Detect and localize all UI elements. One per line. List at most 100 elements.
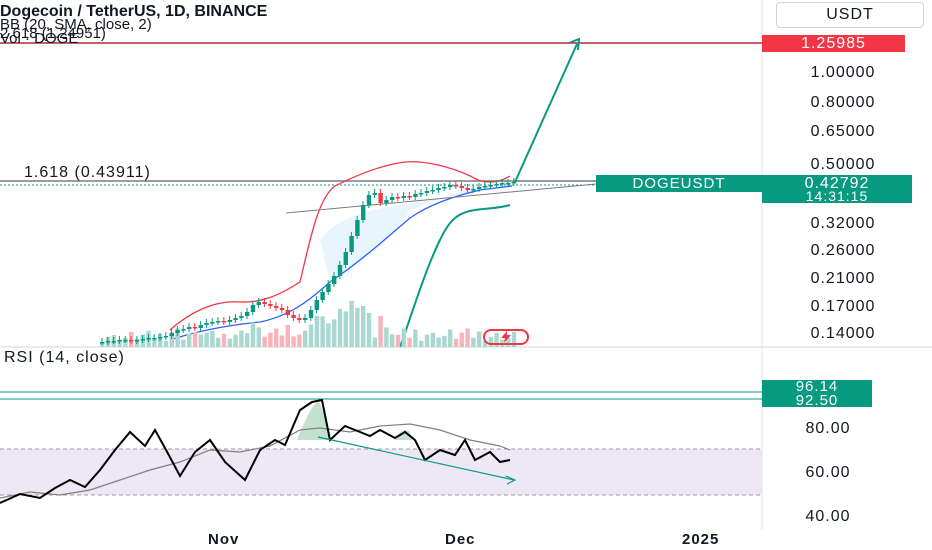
candle-body[interactable] xyxy=(204,323,209,325)
candle-body[interactable] xyxy=(297,318,302,320)
candle-body[interactable] xyxy=(419,193,424,195)
candle-body[interactable] xyxy=(471,189,476,191)
candle-body[interactable] xyxy=(506,183,511,185)
fib-1618-label[interactable]: 1.618 (0.43911) xyxy=(24,164,151,181)
candle-body[interactable] xyxy=(401,196,406,198)
candle-body[interactable] xyxy=(355,220,360,236)
volume-bar xyxy=(233,334,238,347)
candle-body[interactable] xyxy=(372,193,377,195)
fib-ext-legend[interactable]: 2.618 (1.24951) xyxy=(0,25,106,42)
price-axis-label: 0.26000 xyxy=(810,242,876,259)
candle-body[interactable] xyxy=(314,300,319,310)
volume-legend[interactable]: Vol · DOGE xyxy=(0,30,79,47)
candles[interactable] xyxy=(100,178,517,345)
candle-body[interactable] xyxy=(239,316,244,318)
trendline-lower[interactable] xyxy=(285,183,597,214)
volume-bar xyxy=(401,328,406,347)
symbol-title[interactable]: Dogecoin / TetherUS, 1D, BINANCE xyxy=(0,3,268,20)
candle-body[interactable] xyxy=(279,308,285,310)
candle-body[interactable] xyxy=(424,191,430,193)
candle-body[interactable] xyxy=(430,190,435,192)
candle-body[interactable] xyxy=(216,321,221,323)
candle-body[interactable] xyxy=(448,185,453,187)
candle-body[interactable] xyxy=(482,186,488,188)
rsi-divergence-line[interactable] xyxy=(317,436,515,481)
candle-body[interactable] xyxy=(343,252,348,265)
candle-body[interactable] xyxy=(459,186,464,188)
candle-body[interactable] xyxy=(436,188,441,190)
rsi-title[interactable]: RSI (14, close) xyxy=(4,349,125,366)
candle-body[interactable] xyxy=(500,183,505,185)
candle-body[interactable] xyxy=(134,340,140,342)
candle-body[interactable] xyxy=(245,312,250,316)
candle-body[interactable] xyxy=(274,306,279,308)
candle-body[interactable] xyxy=(303,318,308,320)
candle-body[interactable] xyxy=(320,292,325,300)
candle-body[interactable] xyxy=(366,195,372,205)
candle-body[interactable] xyxy=(158,337,163,339)
volume-bar xyxy=(163,340,169,347)
candle-body[interactable] xyxy=(488,185,493,187)
last-price-tag: 0.42792 xyxy=(804,175,870,192)
candle-body[interactable] xyxy=(395,197,401,199)
rsi-line[interactable] xyxy=(0,398,511,504)
candle-body[interactable] xyxy=(285,310,290,315)
volume-bar xyxy=(303,330,308,347)
candle-body[interactable] xyxy=(169,333,174,336)
candle-body[interactable] xyxy=(100,342,105,344)
bb-legend[interactable]: BB (20, SMA, close, 2) xyxy=(0,16,152,33)
candle-body[interactable] xyxy=(413,194,418,197)
candle-body[interactable] xyxy=(146,338,151,340)
candle-body[interactable] xyxy=(262,302,267,304)
candle-body[interactable] xyxy=(198,325,203,328)
candle-body[interactable] xyxy=(123,340,128,342)
candle-body[interactable] xyxy=(233,318,238,320)
candle-body[interactable] xyxy=(227,320,232,322)
flash-icon[interactable] xyxy=(483,329,529,345)
candle-body[interactable] xyxy=(407,196,412,198)
bb-basis xyxy=(169,185,513,341)
candle-body[interactable] xyxy=(453,185,459,187)
candle-body[interactable] xyxy=(384,200,389,203)
volume-bar xyxy=(239,330,244,347)
candle-body[interactable] xyxy=(129,340,134,342)
volume-bar xyxy=(355,307,360,347)
candle-body[interactable] xyxy=(256,302,261,305)
candle-body[interactable] xyxy=(477,187,482,189)
candle-body[interactable] xyxy=(105,341,111,343)
currency-button[interactable]: USDT xyxy=(776,2,924,28)
volume-bar xyxy=(314,316,319,347)
candle-body[interactable] xyxy=(250,305,256,312)
candle-body[interactable] xyxy=(181,329,186,331)
candle-body[interactable] xyxy=(442,187,447,189)
candle-body[interactable] xyxy=(465,188,470,190)
candle-body[interactable] xyxy=(390,197,395,200)
candle-body[interactable] xyxy=(140,339,145,341)
candle-body[interactable] xyxy=(268,304,273,306)
candle-body[interactable] xyxy=(111,341,116,343)
candle-body[interactable] xyxy=(210,322,215,324)
candle-body[interactable] xyxy=(152,338,157,340)
candle-body[interactable] xyxy=(308,310,314,318)
candle-body[interactable] xyxy=(326,284,331,292)
candle-body[interactable] xyxy=(163,336,169,338)
candle-body[interactable] xyxy=(494,184,499,186)
candle-body[interactable] xyxy=(349,236,354,252)
candle-body[interactable] xyxy=(187,327,192,329)
candle-body[interactable] xyxy=(117,340,122,342)
candle-body[interactable] xyxy=(378,193,383,203)
volume-bar xyxy=(407,337,412,347)
candle-body[interactable] xyxy=(361,205,366,220)
volume-bar xyxy=(337,308,343,347)
candle-body[interactable] xyxy=(175,330,180,333)
candle-body[interactable] xyxy=(337,265,343,276)
candle-body[interactable] xyxy=(511,182,517,184)
candle-body[interactable] xyxy=(192,327,198,329)
projection-arrow[interactable] xyxy=(514,43,578,183)
volume-bar xyxy=(511,331,517,347)
volume-bar xyxy=(285,325,290,347)
candle-body[interactable] xyxy=(221,321,227,323)
candle-body[interactable] xyxy=(291,315,296,318)
candle-body[interactable] xyxy=(332,276,337,284)
